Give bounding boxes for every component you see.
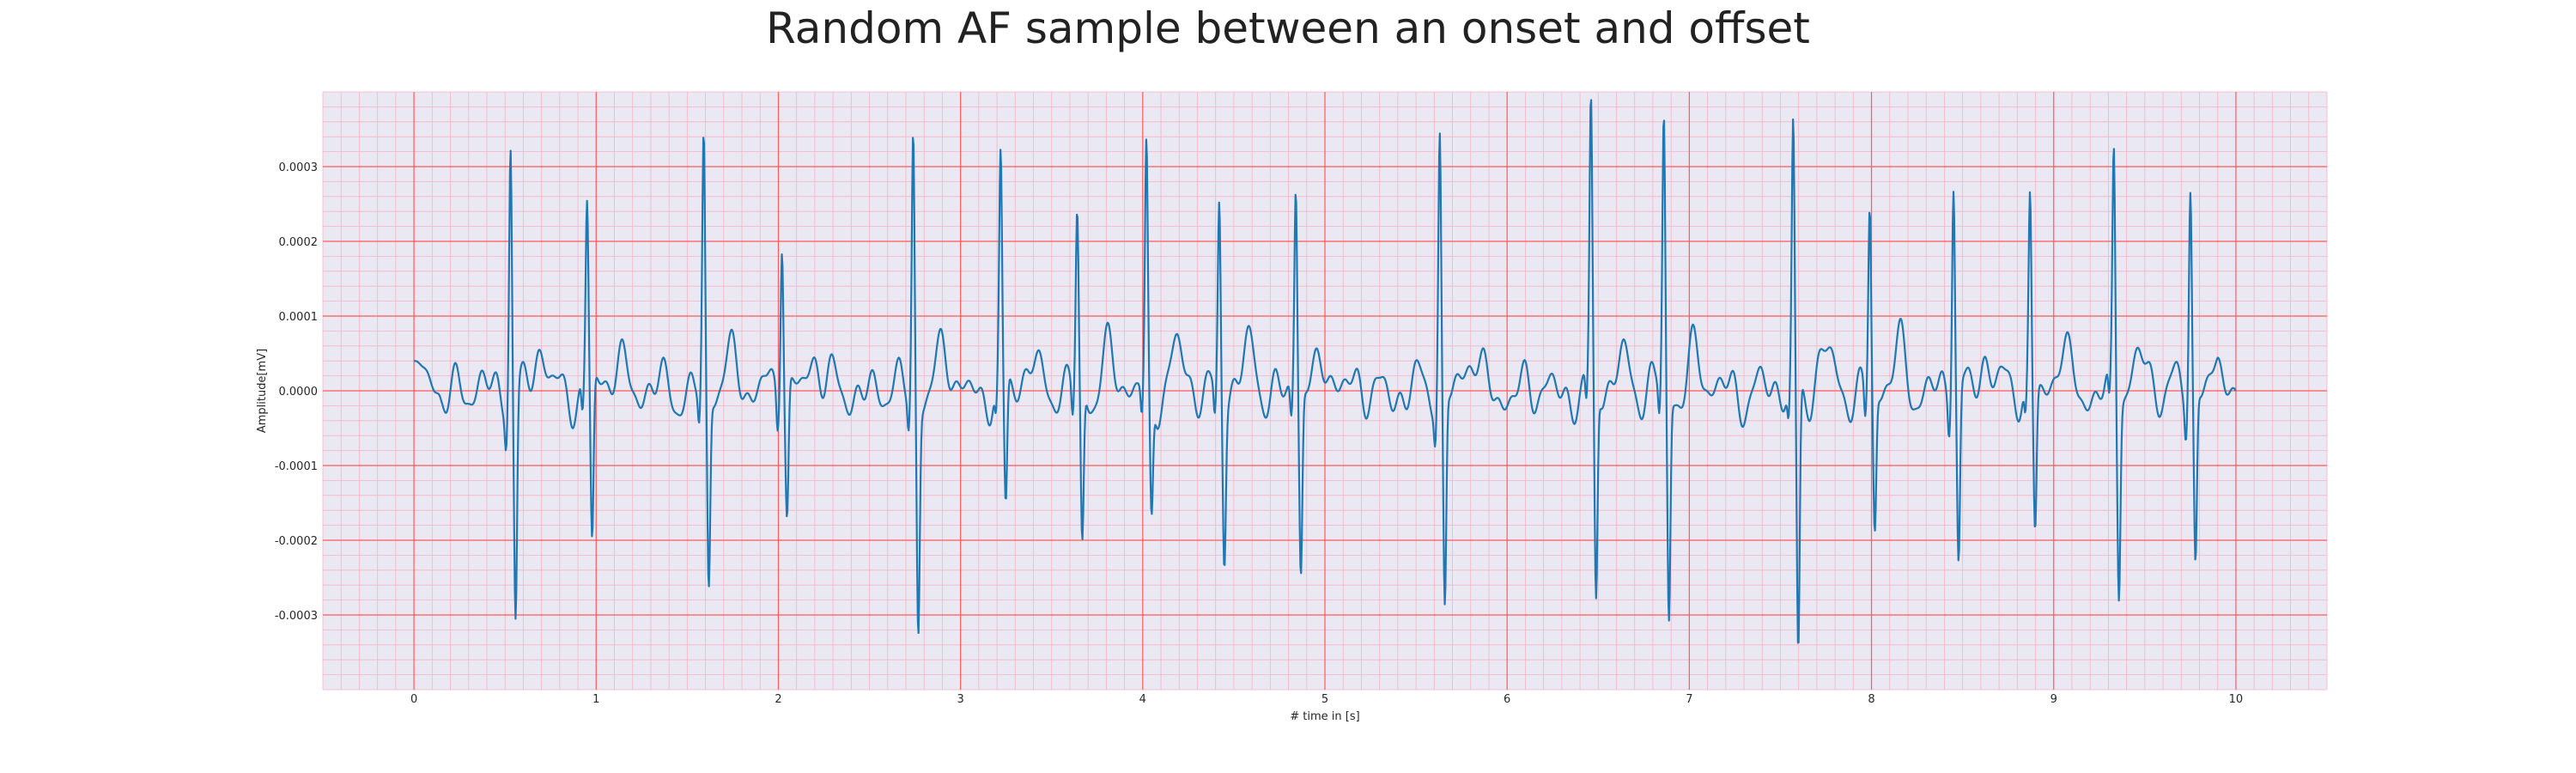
chart-title: Random AF sample between an onset and of… bbox=[766, 3, 1810, 53]
y-tick-label: 0.0000 bbox=[279, 386, 319, 399]
x-tick-label: 1 bbox=[592, 693, 599, 706]
y-tick-label: -0.0002 bbox=[275, 535, 318, 548]
major-grid bbox=[323, 92, 2327, 690]
y-axis-ticks: -0.0003 -0.0002 -0.0001 0.0000 0.0001 0.0002 0… bbox=[275, 161, 318, 623]
x-tick-label: 3 bbox=[957, 693, 963, 706]
y-tick-label: -0.0003 bbox=[275, 610, 318, 623]
x-tick-label: 9 bbox=[2050, 693, 2057, 706]
y-axis-label: Amplitude[mV] bbox=[256, 349, 269, 433]
y-tick-label: 0.0003 bbox=[279, 161, 319, 174]
x-tick-label: 4 bbox=[1139, 693, 1146, 706]
x-tick-label: 6 bbox=[1504, 693, 1510, 706]
x-tick-label: 7 bbox=[1686, 693, 1692, 706]
x-axis-label: # time in [s] bbox=[1290, 710, 1359, 723]
x-tick-label: 2 bbox=[775, 693, 781, 706]
x-tick-label: 5 bbox=[1321, 693, 1328, 706]
ecg-series-line bbox=[413, 99, 2237, 644]
x-tick-label: 10 bbox=[2229, 693, 2244, 706]
x-tick-label: 0 bbox=[410, 693, 417, 706]
y-tick-label: -0.0001 bbox=[275, 460, 318, 473]
x-tick-label: 8 bbox=[1868, 693, 1874, 706]
x-axis-ticks: 0 1 2 3 4 5 6 7 8 9 10 bbox=[410, 693, 2243, 706]
y-tick-label: 0.0001 bbox=[279, 311, 319, 324]
series-layer bbox=[413, 99, 2237, 644]
y-tick-label: 0.0002 bbox=[279, 236, 319, 249]
